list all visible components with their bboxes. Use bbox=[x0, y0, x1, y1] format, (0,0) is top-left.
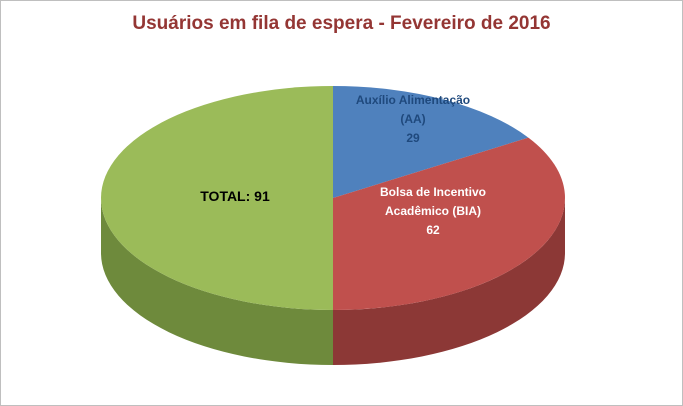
label-value: TOTAL: 91 bbox=[200, 188, 270, 204]
chart-title: Usuários em fila de espera - Fevereiro d… bbox=[132, 13, 551, 34]
slice-label-total: TOTAL: 91 bbox=[173, 187, 297, 205]
pie-slice-top-0 bbox=[333, 86, 529, 198]
label-value: 29 bbox=[406, 131, 420, 145]
label-line: Acadêmico (BIA) bbox=[384, 204, 482, 218]
slice-label-bolsa-incentivo-academico: Bolsa de Incentivo Acadêmico (BIA) 62 bbox=[344, 183, 522, 240]
label-line: Auxílio Alimentação bbox=[355, 93, 471, 107]
label-line: Bolsa de Incentivo bbox=[379, 185, 487, 199]
label-line: (AA) bbox=[400, 112, 426, 126]
slice-label-auxilio-alimentacao: Auxílio Alimentação (AA) 29 bbox=[334, 91, 492, 148]
pie-slice-side-1 bbox=[333, 198, 565, 365]
pie-slice-top-2 bbox=[101, 86, 333, 310]
pie-slice-top-1 bbox=[333, 137, 565, 310]
label-value: 62 bbox=[426, 223, 440, 237]
pie-slice-side-2 bbox=[101, 198, 333, 365]
